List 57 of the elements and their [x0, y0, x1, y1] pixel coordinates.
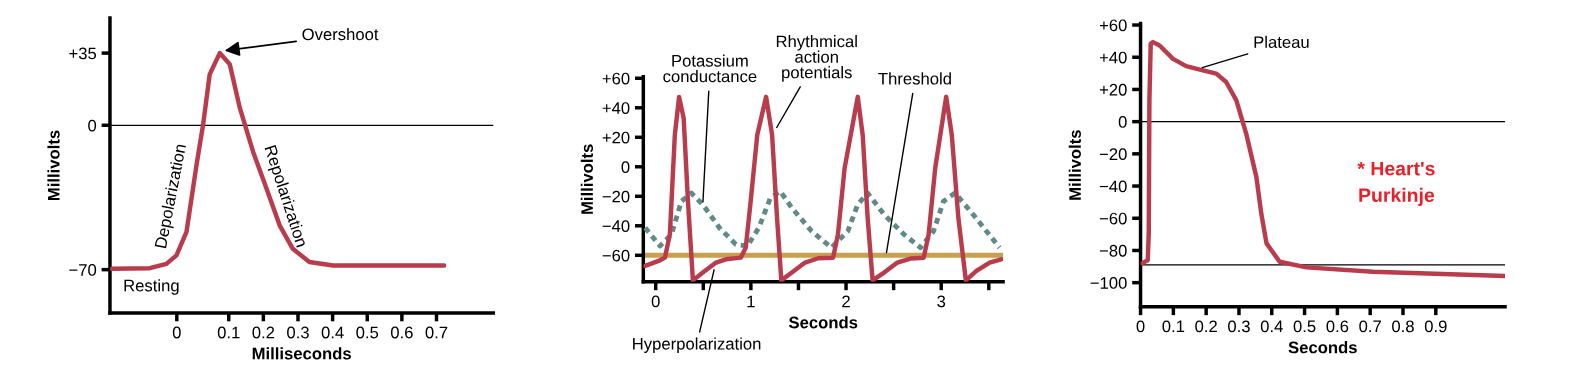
line-series — [109, 50, 447, 272]
y-tick-label: +40 — [602, 102, 630, 114]
x-tick-label: 0.7 — [425, 326, 448, 339]
line-series — [643, 188, 1002, 251]
y-axis-title: Millivolts — [580, 144, 594, 214]
y-tick-label: −60 — [1099, 212, 1127, 225]
x-tick-label: 0.4 — [321, 326, 344, 339]
y-tick-label: 0 — [1118, 116, 1127, 128]
x-tick-label: 0.8 — [1392, 320, 1414, 333]
x-tick-label: 0 — [651, 295, 660, 308]
x-tick-label: 0.1 — [217, 326, 240, 339]
y-tick-label: +40 — [1099, 51, 1127, 64]
x-tick-label: 0.2 — [252, 326, 275, 339]
y-tick-label: −80 — [1099, 244, 1127, 257]
y-tick-label: +60 — [602, 72, 630, 85]
y-tick-label: +35 — [69, 47, 97, 60]
y-tick-label: 0 — [621, 161, 630, 173]
x-tick-label: 0.3 — [287, 326, 309, 339]
x-tick-label: 0.1 — [1162, 320, 1185, 333]
y-tick-label: +60 — [1099, 19, 1127, 32]
y-tick-label: −40 — [602, 220, 630, 232]
y-tick-label: 0 — [88, 119, 97, 132]
x-tick-label: 2 — [842, 295, 850, 308]
annotation: Overshoot — [302, 27, 379, 41]
annotation: Resting — [124, 279, 179, 295]
x-tick-label: 0 — [172, 326, 181, 339]
y-tick-label: +20 — [1099, 83, 1127, 96]
y-tick-label: −20 — [1099, 148, 1127, 161]
annotation: Potassium conductance — [663, 54, 757, 83]
annotation: * Heart's Purkinje — [1357, 161, 1435, 206]
x-axis-title: Seconds — [1288, 341, 1357, 354]
y-tick-label: −60 — [602, 249, 630, 262]
y-tick-label: −100 — [1090, 277, 1127, 289]
x-axis-title: Seconds — [788, 316, 858, 329]
x-tick-label: 1 — [747, 295, 755, 308]
y-tick-label: −40 — [1099, 180, 1127, 193]
x-tick-label: 0.5 — [1293, 320, 1316, 333]
y-axis-title: Millivolts — [1068, 130, 1081, 200]
x-tick-label: 0.9 — [1424, 320, 1447, 333]
y-tick-label: −70 — [69, 264, 97, 276]
y-tick-label: −20 — [602, 190, 630, 203]
x-tick-label: 0.2 — [1195, 320, 1217, 333]
annotation: Hyperpolarization — [633, 337, 761, 353]
x-axis-title: Milliseconds — [252, 347, 351, 360]
x-tick-label: 0.5 — [356, 326, 379, 339]
annotation: Threshold — [878, 72, 951, 85]
y-axis-title: Millivolts — [47, 130, 60, 201]
x-tick-label: 3 — [937, 295, 946, 308]
annotation: Plateau — [1254, 35, 1309, 49]
x-tick-label: 0.6 — [390, 326, 413, 339]
x-tick-label: 0.7 — [1359, 320, 1381, 333]
x-tick-label: 0.4 — [1260, 320, 1283, 333]
x-tick-label: 0 — [1136, 320, 1145, 333]
x-tick-label: 0.3 — [1228, 320, 1250, 333]
annotation: Rhythmical action potentials — [776, 35, 857, 82]
y-tick-label: +20 — [602, 131, 630, 144]
x-tick-label: 0.6 — [1326, 320, 1349, 333]
